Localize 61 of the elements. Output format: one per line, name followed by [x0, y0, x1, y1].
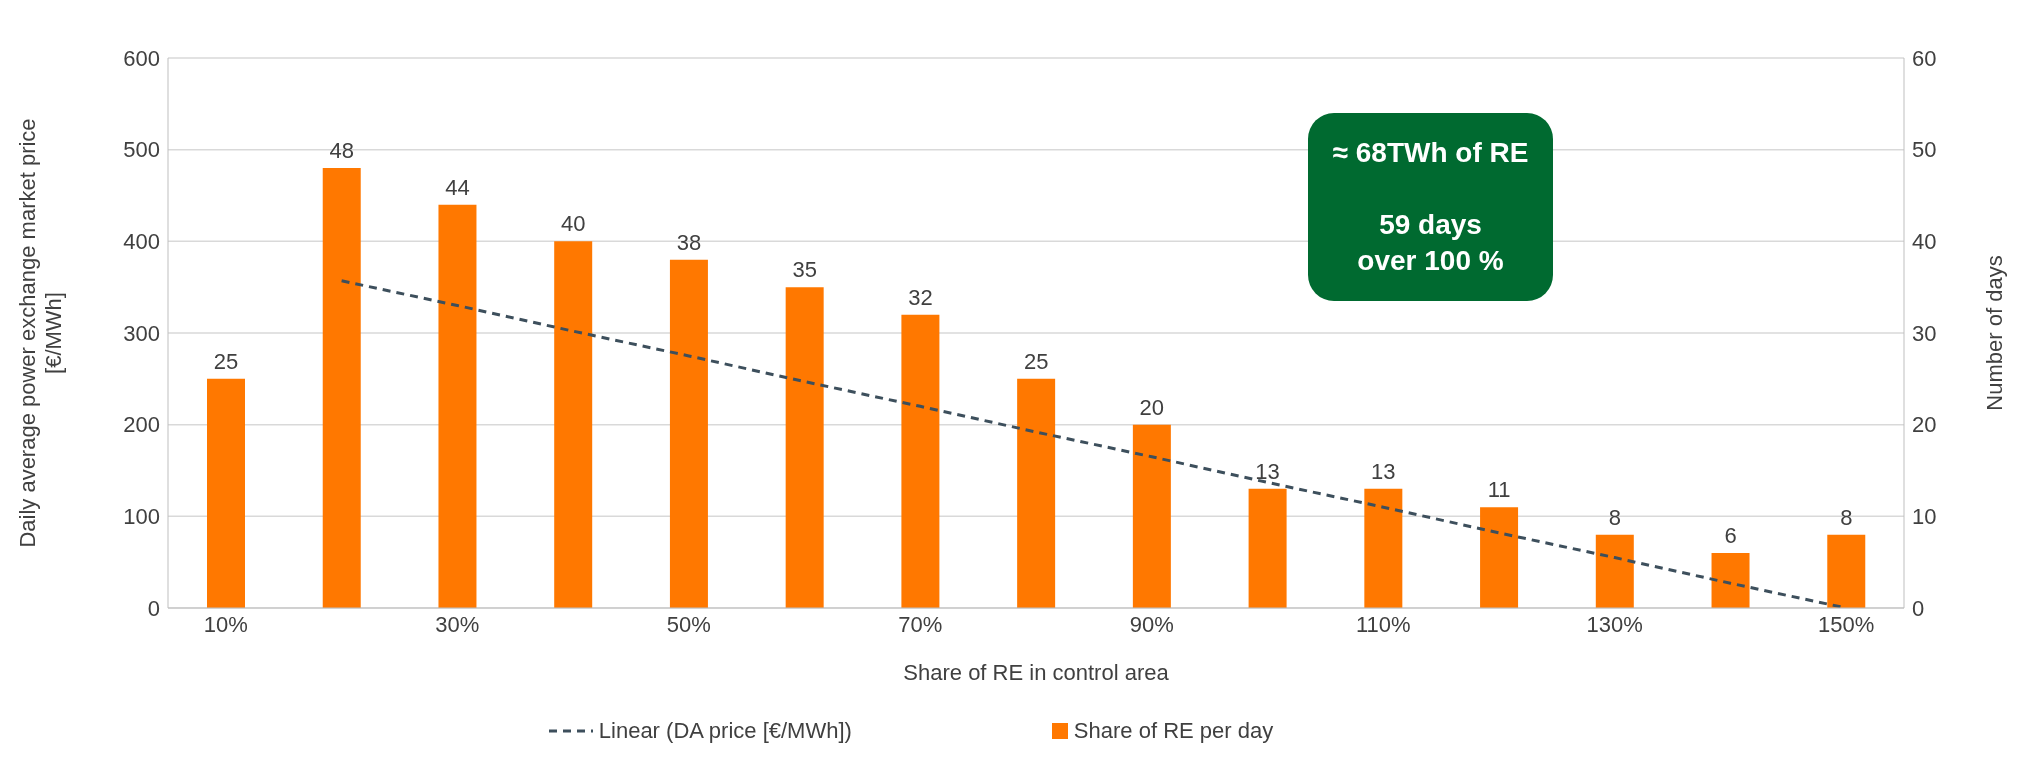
y2-tick-label: 30	[1912, 320, 1937, 346]
data-label: 48	[329, 138, 354, 163]
data-label: 38	[676, 229, 702, 255]
bar	[1480, 507, 1519, 608]
x-tick-label: 110%	[1355, 611, 1411, 637]
bar	[554, 241, 593, 608]
y-tick-label: 400	[123, 229, 160, 255]
data-label: 8	[1840, 504, 1853, 530]
annotation: over 100 %	[1356, 244, 1505, 278]
bar	[1132, 424, 1171, 608]
annotation: 59 days	[1378, 208, 1483, 242]
bar	[1711, 553, 1750, 608]
data-label: 35	[792, 257, 817, 283]
bar	[1364, 488, 1403, 608]
y2-tick-label: 40	[1912, 229, 1937, 255]
data-label: 11	[1487, 477, 1511, 503]
x-tick-label: 50%	[666, 611, 711, 637]
bar	[438, 204, 477, 608]
x-tick-label: 30%	[435, 611, 480, 637]
legend-label: Linear (DA price [€/MWh])	[598, 718, 852, 744]
data-label: 13	[1371, 458, 1396, 484]
data-label: 20	[1139, 394, 1165, 420]
x-tick-label: 150%	[1817, 611, 1875, 637]
y-tick-label: 600	[123, 45, 160, 71]
y-tick-label: 500	[123, 137, 160, 163]
data-label: 32	[908, 284, 933, 310]
y2-axis-title: Number of days	[1981, 255, 2007, 411]
bar	[669, 259, 708, 608]
data-label: 44	[445, 174, 470, 200]
y-tick-label: 300	[123, 320, 160, 346]
data-label: 13	[1255, 458, 1280, 484]
bar	[322, 168, 361, 608]
bar	[901, 314, 940, 608]
data-label: 8	[1608, 504, 1621, 530]
bar	[1827, 534, 1866, 608]
data-label: 25	[213, 348, 239, 374]
y2-tick-label: 20	[1912, 412, 1937, 438]
y2-tick-label: 50	[1912, 137, 1937, 163]
x-tick-label: 70%	[898, 611, 943, 637]
y-axis-title: Daily average power exchange market price [€/MWh]	[15, 118, 66, 548]
x-tick-label: 10%	[203, 611, 248, 637]
bar	[207, 378, 245, 608]
bar	[1595, 534, 1634, 608]
y2-tick-label: 10	[1912, 504, 1937, 530]
legend-label: Share of RE per day	[1073, 718, 1274, 744]
bar	[1017, 378, 1056, 608]
callout-box: ≈ 68TWh of RE 59 days over 100 %	[1308, 113, 1553, 301]
x-axis-title: Share of RE in control area	[903, 660, 1170, 685]
data-label: 6	[1724, 523, 1737, 548]
x-tick-label: 130%	[1586, 611, 1643, 637]
bar	[785, 287, 824, 608]
y-tick-label: 0	[147, 595, 160, 621]
data-label: 40	[560, 211, 586, 237]
y2-tick-label: 60	[1912, 45, 1937, 71]
annotation: ≈ 68TWh of RE	[1331, 136, 1530, 170]
y-tick-label: 100	[123, 504, 160, 530]
data-label: 25	[1023, 348, 1049, 374]
bar	[1248, 488, 1287, 608]
y-tick-label: 200	[123, 412, 160, 438]
x-tick-label: 90%	[1129, 611, 1174, 637]
y2-tick-label: 0	[1912, 595, 1925, 621]
